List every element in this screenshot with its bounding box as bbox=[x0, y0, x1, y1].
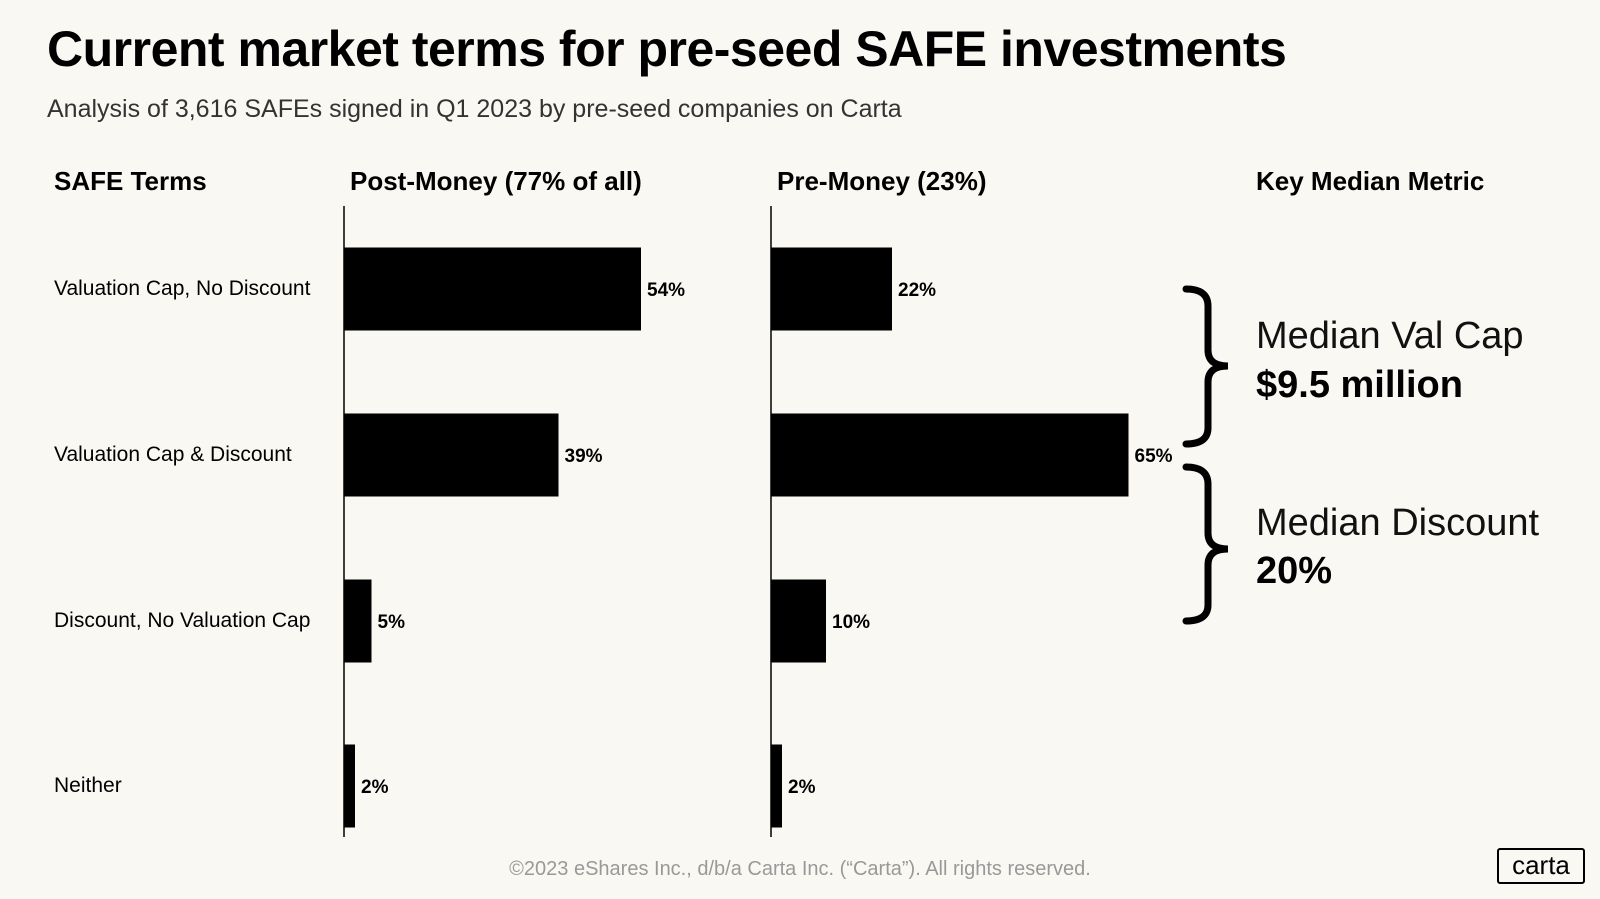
header-post-money: Post-Money (77% of all) bbox=[350, 166, 642, 196]
header-safe-terms: SAFE Terms bbox=[54, 166, 207, 196]
post-money-data-label-valuation-cap-no-discount: 54% bbox=[647, 280, 685, 301]
pre-money-data-label-neither: 2% bbox=[788, 777, 816, 798]
post-money-bars: 54% 39% 5% 2% bbox=[344, 247, 685, 828]
pre-money-bar-discount-no-valuation-cap bbox=[771, 579, 826, 663]
post-money-data-label-discount-no-valuation-cap: 5% bbox=[378, 612, 406, 633]
header-key-median-metric: Key Median Metric bbox=[1256, 166, 1485, 196]
header-pre-money: Pre-Money (23%) bbox=[777, 166, 987, 196]
row-label-neither: Neither bbox=[54, 774, 122, 797]
post-money-bar-valuation-cap-and-discount bbox=[344, 413, 559, 497]
row-label-valuation-cap-no-discount: Valuation Cap, No Discount bbox=[54, 277, 311, 300]
page-subtitle: Analysis of 3,616 SAFEs signed in Q1 202… bbox=[47, 95, 902, 123]
post-money-bar-valuation-cap-no-discount bbox=[344, 247, 641, 331]
metric-value-median-discount: 20% bbox=[1256, 550, 1333, 592]
pre-money-bar-valuation-cap-no-discount bbox=[771, 247, 892, 331]
pre-money-bars: 22% 65% 10% 2% bbox=[771, 247, 1173, 828]
post-money-data-label-valuation-cap-and-discount: 39% bbox=[565, 446, 603, 467]
row-label-valuation-cap-and-discount: Valuation Cap & Discount bbox=[54, 443, 292, 466]
pre-money-data-label-valuation-cap-no-discount: 22% bbox=[898, 280, 936, 301]
row-label-discount-no-valuation-cap: Discount, No Valuation Cap bbox=[54, 609, 311, 632]
post-money-data-label-neither: 2% bbox=[361, 777, 389, 798]
pre-money-bar-neither bbox=[771, 744, 782, 828]
post-money-bar-neither bbox=[344, 744, 355, 828]
pre-money-data-label-valuation-cap-and-discount: 65% bbox=[1135, 446, 1173, 467]
pre-money-bar-valuation-cap-and-discount bbox=[771, 413, 1129, 497]
metric-label-median-val-cap: Median Val Cap bbox=[1256, 315, 1524, 357]
page-title: Current market terms for pre-seed SAFE i… bbox=[47, 21, 1287, 77]
metric-label-median-discount: Median Discount bbox=[1256, 502, 1540, 544]
pre-money-data-label-discount-no-valuation-cap: 10% bbox=[832, 612, 870, 633]
post-money-bar-discount-no-valuation-cap bbox=[344, 579, 372, 663]
copyright-footer: ©2023 eShares Inc., d/b/a Carta Inc. (“C… bbox=[509, 858, 1091, 880]
val-cap-brace-icon bbox=[1182, 285, 1229, 448]
carta-logo: carta bbox=[1497, 848, 1585, 884]
discount-brace-icon bbox=[1182, 463, 1229, 625]
metric-value-median-val-cap: $9.5 million bbox=[1256, 364, 1463, 406]
